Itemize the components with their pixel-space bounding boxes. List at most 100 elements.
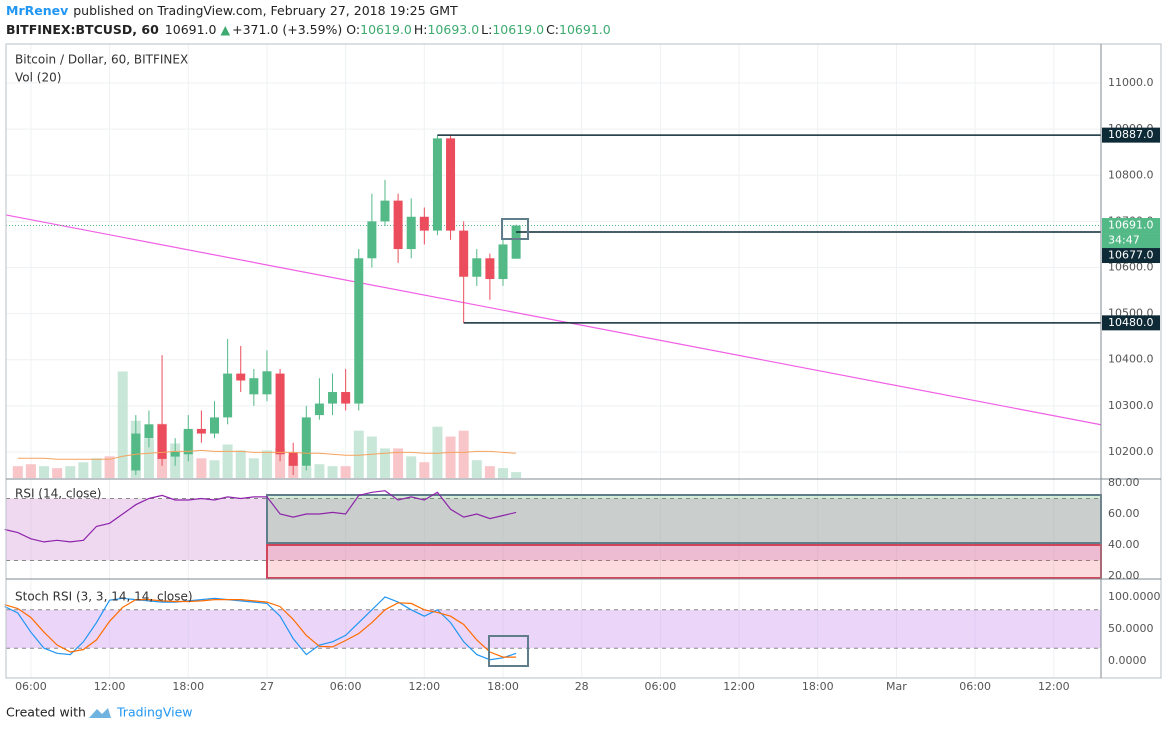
volume-bar: [25, 464, 36, 478]
candle-body: [210, 417, 220, 434]
ohlc-key: L:: [481, 22, 492, 37]
y-tick-label: 80.00: [1108, 476, 1140, 489]
band: [6, 498, 1101, 561]
price-badge: [1102, 233, 1160, 249]
rsi-zone-green: [266, 494, 1102, 544]
band: [6, 609, 1101, 649]
candle-body: [446, 138, 456, 231]
volume-bar: [91, 458, 102, 478]
volume-bar: [12, 466, 23, 478]
price-badge-label: 10691.0: [1108, 219, 1154, 232]
trendline: [5, 214, 1102, 426]
x-tick-label: 06:00: [15, 680, 47, 693]
volume-bar: [406, 456, 417, 478]
rsi-zone-red: [266, 544, 1102, 579]
drawings: [266, 494, 1102, 579]
y-tick-label: 10600.0: [1108, 261, 1154, 274]
volume-bar: [104, 456, 115, 478]
y-tick-label: 50.0000: [1108, 622, 1154, 635]
candle-body: [288, 451, 298, 466]
symbol: BITFINEX:BTCUSD, 60: [6, 22, 159, 37]
axis-labels: Bitcoin / Dollar, 60, BITFINEX 10200.0 103…: [15, 53, 1161, 694]
volume-bar: [39, 466, 50, 478]
y-tick-label: 10400.0: [1108, 353, 1154, 366]
volume-bar: [458, 430, 469, 478]
highlight-box: [501, 218, 529, 240]
volume-bar: [65, 466, 76, 478]
x-tick-label: 18:00: [802, 680, 834, 693]
y-tick-label: 100.0000: [1108, 590, 1161, 603]
candle-body: [236, 373, 246, 381]
x-tick-label: 28: [575, 680, 589, 693]
candle-body: [170, 451, 180, 457]
published: published on TradingView.com, February 2…: [73, 3, 458, 18]
ohlc-key: C:: [546, 22, 559, 37]
candle-body: [223, 373, 233, 418]
candle-body: [275, 373, 285, 455]
volume-bar: [498, 468, 509, 478]
candle-body: [419, 216, 429, 231]
volume-bar: [196, 458, 207, 478]
y-tick-label: 10800.0: [1108, 168, 1154, 181]
pane-title: Bitcoin / Dollar, 60, BITFINEX: [15, 53, 188, 67]
series-line: [4, 490, 517, 543]
y-tick-label: 20.00: [1108, 569, 1140, 582]
candle-body: [249, 378, 259, 395]
volume-bar: [353, 430, 364, 478]
series-line: [4, 599, 517, 658]
volume-bar: [78, 462, 89, 478]
candle-body: [393, 200, 403, 250]
price-badge: [1102, 218, 1160, 234]
x-tick-label: 12:00: [1038, 680, 1070, 693]
volume-bar: [419, 462, 430, 478]
candle-body: [328, 392, 338, 404]
ohlc-value: 10619.0: [360, 22, 412, 37]
author[interactable]: MrRenev: [6, 3, 68, 18]
last: 10691.0: [165, 22, 217, 37]
volume-bar: [117, 371, 128, 478]
ohlc-value: 10691.0: [559, 22, 611, 37]
marks: [4, 134, 1102, 661]
volume-bar: [511, 472, 522, 478]
ticker: BITFINEX:BTCUSD, 60 10691.0 ▲ +371.0 (+3.59…: [6, 22, 611, 37]
volume-bar: [366, 436, 377, 478]
candle-body: [380, 200, 390, 222]
x-tick-label: 12:00: [94, 680, 126, 693]
candle-body: [183, 428, 193, 455]
price-badge-label: 10887.0: [1108, 128, 1154, 141]
arrow: ▲: [221, 22, 231, 37]
volume-bar: [340, 466, 351, 478]
y-tick-label: 40.00: [1108, 538, 1140, 551]
y-tick-label: 10300.0: [1108, 399, 1154, 412]
candle-body: [354, 258, 364, 404]
price-badge: [1102, 315, 1160, 331]
candle-body: [485, 258, 495, 280]
candle-body: [196, 428, 206, 434]
volume-bar: [314, 464, 325, 478]
pane-title: Stoch RSI (3, 3, 14, 14, close): [15, 590, 193, 604]
frame: [5, 43, 1162, 679]
candle-body: [314, 403, 324, 416]
candle-body: [472, 258, 482, 277]
frame-border: [5, 43, 1162, 679]
volume-bar: [52, 468, 63, 478]
header: MrRenev published on TradingView.com, Feb…: [6, 3, 458, 18]
price-badge: [1102, 248, 1160, 264]
volume-bar: [379, 448, 390, 478]
brand[interactable]: TradingView: [116, 705, 193, 720]
volume-bar: [235, 450, 246, 478]
volume-bar: [209, 460, 220, 478]
volume-bar: [327, 466, 338, 478]
price-badge-label: 34:47: [1108, 234, 1140, 247]
logo: [89, 708, 111, 718]
volume-bar: [143, 438, 154, 478]
price-badge-label: 10677.0: [1108, 249, 1154, 262]
candle-body: [367, 221, 377, 259]
pane-title: RSI (14, close): [15, 487, 101, 501]
volume-ma: [17, 449, 517, 460]
candle-body: [157, 424, 167, 459]
volume-bar: [275, 448, 286, 478]
candle-body: [498, 244, 508, 280]
volume-bar: [445, 436, 456, 478]
bands: [6, 371, 1101, 649]
